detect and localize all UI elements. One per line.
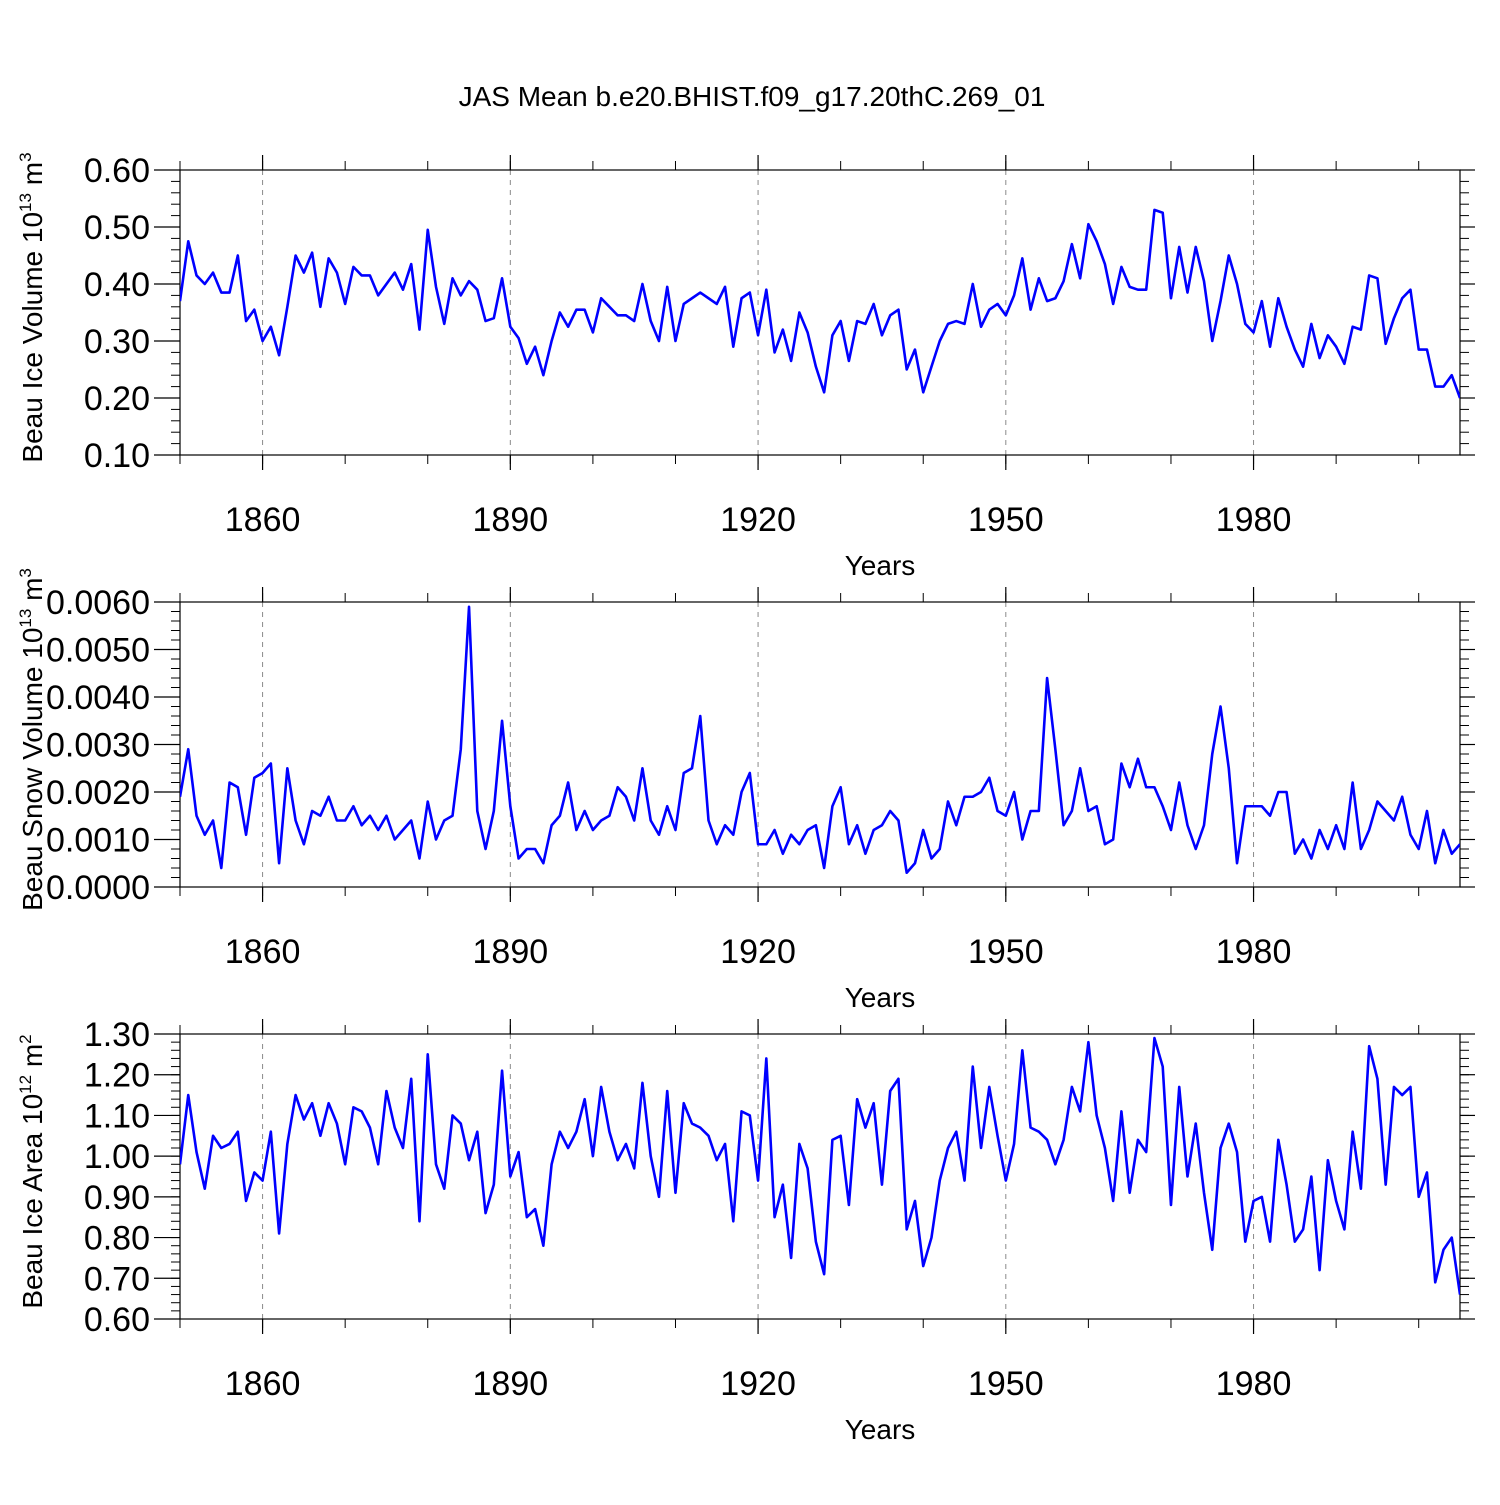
y-axis-title: Beau Ice Volume 1013 m3 — [16, 152, 48, 462]
x-tick-label-1920: 1920 — [720, 933, 796, 971]
y-tick-label: 1.30 — [84, 1016, 150, 1054]
y-tick-label: 0.0050 — [46, 632, 150, 670]
y-tick-label: 0.0060 — [46, 584, 150, 622]
x-tick-label-1980: 1980 — [1216, 1365, 1292, 1403]
x-tick-label-1890: 1890 — [473, 933, 549, 971]
x-axis-title: Years — [845, 1414, 916, 1445]
x-tick-label-1950: 1950 — [968, 1365, 1044, 1403]
x-tick-label-1890: 1890 — [473, 1365, 549, 1403]
y-tick-label: 0.50 — [84, 209, 150, 247]
y-tick-label: 0.80 — [84, 1220, 150, 1258]
plot-frame — [179, 1033, 1461, 1320]
x-tick-label-1890: 1890 — [473, 501, 549, 539]
x-tick-label-1980: 1980 — [1216, 501, 1292, 539]
x-tick-label-1950: 1950 — [968, 501, 1044, 539]
y-tick-label: 0.0030 — [46, 727, 150, 765]
y-tick-label: 0.60 — [84, 152, 150, 190]
y-axis-title: Beau Snow Volume 1013 m3 — [16, 568, 48, 911]
y-tick-label: 0.30 — [84, 323, 150, 361]
y-tick-label: 0.60 — [84, 1301, 150, 1339]
y-tick-label: 0.10 — [84, 437, 150, 475]
y-tick-label: 1.10 — [84, 1097, 150, 1135]
chart-panel-2: 0.0000 0.0010 0.0020 0.0030 0.0040 0.0050 0.00… — [16, 568, 1475, 1013]
y-tick-label: 0.20 — [84, 380, 150, 418]
x-axis-title: Years — [845, 550, 916, 581]
chart-panel-1: 0.10 0.20 0.30 0.40 0.50 0.60 1860 1890 1920 1950… — [16, 152, 1475, 581]
x-axis-title: Years — [845, 982, 916, 1013]
x-tick-label-1860: 1860 — [225, 1365, 301, 1403]
x-tick-label-1920: 1920 — [720, 501, 796, 539]
y-tick-label: 0.0000 — [46, 869, 150, 907]
y-axis-title: Beau Ice Area 1012 m2 — [16, 1034, 48, 1308]
data-series-line — [180, 605, 1460, 875]
x-tick-label-1860: 1860 — [225, 933, 301, 971]
x-tick-label-1980: 1980 — [1216, 933, 1292, 971]
y-tick-label: 0.0040 — [46, 679, 150, 717]
plot-frame — [179, 169, 1461, 456]
x-tick-label-1950: 1950 — [968, 933, 1044, 971]
chart-panel-3: 0.600.700.800.901.001.101.201.30 1860 1890… — [16, 1016, 1475, 1445]
y-tick-label: 0.90 — [84, 1179, 150, 1217]
data-series-line — [180, 1036, 1460, 1295]
chart-title: JAS Mean b.e20.BHIST.f09_g17.20thC.269_0… — [459, 81, 1046, 112]
y-tick-label: 0.40 — [84, 266, 150, 304]
data-series-line — [180, 208, 1460, 399]
y-tick-label: 1.20 — [84, 1057, 150, 1095]
y-tick-label: 0.0010 — [46, 822, 150, 860]
y-tick-label: 0.70 — [84, 1260, 150, 1298]
y-tick-label: 1.00 — [84, 1138, 150, 1176]
x-tick-label-1860: 1860 — [225, 501, 301, 539]
x-tick-label-1920: 1920 — [720, 1365, 796, 1403]
y-tick-label: 0.0020 — [46, 774, 150, 812]
